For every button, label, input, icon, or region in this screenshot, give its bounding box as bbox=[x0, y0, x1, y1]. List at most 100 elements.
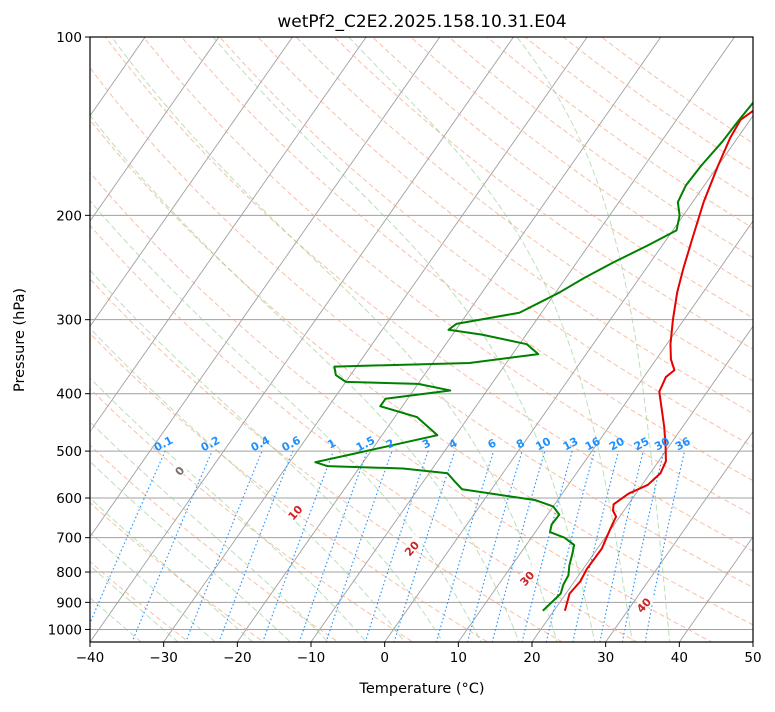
dry-adiabat-label-bg bbox=[513, 564, 540, 592]
isotherm-line bbox=[90, 37, 294, 328]
skewed-isotherms bbox=[90, 37, 753, 642]
dry-adiabat-line bbox=[90, 119, 753, 626]
dry-adiabat-label-bg bbox=[0, 388, 1, 415]
moist-adiabat-line bbox=[90, 269, 444, 642]
x-tick-label: 20 bbox=[523, 650, 540, 666]
mixing-ratio-label: 16 bbox=[583, 435, 603, 454]
moist-adiabat-line bbox=[111, 37, 558, 642]
dry-adiabat-line bbox=[142, 37, 753, 516]
dry-adiabat-line bbox=[90, 444, 340, 642]
mixing-ratio-line bbox=[435, 450, 495, 642]
isotherm-line bbox=[90, 37, 441, 538]
dry-adiabat-line bbox=[104, 37, 753, 552]
y-tick-label: 300 bbox=[56, 313, 82, 329]
x-tick-label: 10 bbox=[450, 650, 467, 666]
dry-adiabat-line bbox=[447, 37, 753, 259]
mixing-ratio-line bbox=[545, 450, 595, 642]
mixing-ratio-labels: 0.1 0.2 0.4 0.6 1 1.5 2 3 4 6 8 10 13 16 20 25 30 36 bbox=[152, 434, 693, 455]
moist-adiabat-line bbox=[516, 37, 671, 642]
y-tick-label: 100 bbox=[56, 30, 82, 46]
dry-adiabat-line bbox=[180, 37, 753, 482]
mixing-ratio-line bbox=[325, 450, 393, 642]
dry-adiabat-line bbox=[90, 560, 190, 642]
dry-adiabat-label-bg bbox=[397, 534, 425, 562]
dry-adiabat-line bbox=[219, 37, 753, 448]
y-tick-label: 700 bbox=[56, 531, 82, 547]
dry-adiabat-line bbox=[295, 37, 753, 382]
mixing-ratio-line bbox=[90, 450, 166, 625]
moist-adiabat-line bbox=[90, 564, 179, 642]
x-tick-label: −10 bbox=[297, 650, 326, 666]
mixing-ratio-label: 10 bbox=[533, 435, 553, 454]
y-axis-label: Pressure (hPa) bbox=[12, 288, 28, 392]
mixing-ratio-line bbox=[262, 450, 334, 642]
isotherm-line bbox=[90, 37, 367, 433]
plot-frame bbox=[89, 36, 754, 643]
mixing-ratio-label: 25 bbox=[632, 435, 652, 454]
y-tick-label: 500 bbox=[56, 444, 82, 460]
moist-adiabat-line bbox=[90, 597, 142, 642]
moist-adiabat-line bbox=[90, 377, 367, 642]
moist-adiabat-line bbox=[90, 531, 217, 642]
dry-adiabat-label: -20 bbox=[0, 390, 1, 414]
chart-title: wetPf2_C2E2.2025.158.10.31.E04 bbox=[277, 12, 566, 32]
x-tick-label: 0 bbox=[380, 650, 389, 666]
moist-adiabat-line bbox=[90, 497, 254, 642]
isotherm-line bbox=[90, 37, 515, 642]
y-tick-label: 900 bbox=[56, 595, 82, 611]
x-axis-ticks: −40 −30 −20 −10 0 10 20 30 40 50 bbox=[76, 642, 762, 666]
dry-adiabat-line bbox=[90, 171, 713, 642]
isotherm-line bbox=[678, 535, 753, 642]
y-tick-label: 1000 bbox=[48, 622, 82, 638]
x-axis-label: Temperature (°C) bbox=[358, 681, 484, 697]
y-axis-ticks: 100 200 300 400 500 600 700 800 900 1000 bbox=[48, 30, 90, 638]
mixing-ratio-label: 8 bbox=[514, 436, 527, 451]
mixing-ratio-lines bbox=[90, 450, 686, 642]
moist-adiabat-line bbox=[212, 37, 596, 642]
isotherm-line bbox=[384, 115, 753, 642]
mixing-ratio-line bbox=[644, 450, 686, 642]
moist-adiabats bbox=[90, 37, 671, 642]
isotherm-line bbox=[236, 37, 662, 642]
mixing-ratio-label: 13 bbox=[561, 435, 581, 454]
dry-adiabat-label-bg bbox=[281, 498, 308, 526]
temperature-profile-line bbox=[563, 109, 753, 612]
dry-adiabat-line bbox=[371, 37, 753, 319]
dry-adiabat-line bbox=[90, 388, 414, 642]
moist-adiabat-line bbox=[90, 200, 482, 642]
mixing-ratio-label: 6 bbox=[486, 436, 499, 451]
x-tick-label: 50 bbox=[744, 650, 761, 666]
dry-adiabat-line bbox=[90, 278, 564, 642]
mixing-ratio-line bbox=[466, 450, 523, 642]
isotherm-line bbox=[163, 37, 588, 642]
mixing-ratio-line bbox=[599, 450, 644, 642]
dry-adiabat-line bbox=[524, 37, 753, 200]
x-tick-label: −30 bbox=[149, 650, 178, 666]
dewpoint-profile-line bbox=[314, 101, 753, 612]
dry-adiabat-line bbox=[409, 37, 753, 289]
dry-adiabat-line bbox=[90, 332, 489, 642]
moist-adiabat-line bbox=[347, 37, 633, 642]
dry-adiabat-label-bg bbox=[165, 456, 193, 484]
moist-adiabat-line bbox=[90, 327, 406, 642]
dry-adiabat-line bbox=[257, 37, 753, 414]
isotherm-line bbox=[90, 37, 220, 222]
mixing-ratio-line bbox=[572, 450, 620, 642]
mixing-ratio-label: 1 bbox=[325, 436, 338, 451]
x-tick-label: −40 bbox=[76, 650, 105, 666]
y-tick-label: 400 bbox=[56, 387, 82, 403]
moist-adiabat-line bbox=[90, 114, 520, 642]
mixing-ratio-line bbox=[521, 450, 573, 642]
y-tick-label: 800 bbox=[56, 565, 82, 581]
dry-adiabat-line bbox=[90, 224, 639, 642]
mixing-ratio-label: 36 bbox=[673, 435, 693, 454]
moist-adiabat-line bbox=[90, 421, 329, 642]
x-tick-label: −20 bbox=[223, 650, 252, 666]
x-tick-label: 30 bbox=[597, 650, 614, 666]
y-tick-label: 600 bbox=[56, 491, 82, 507]
mixing-ratio-line bbox=[491, 450, 546, 642]
mixing-ratio-label: 3 bbox=[420, 436, 433, 451]
mixing-ratio-label: 4 bbox=[447, 436, 460, 451]
